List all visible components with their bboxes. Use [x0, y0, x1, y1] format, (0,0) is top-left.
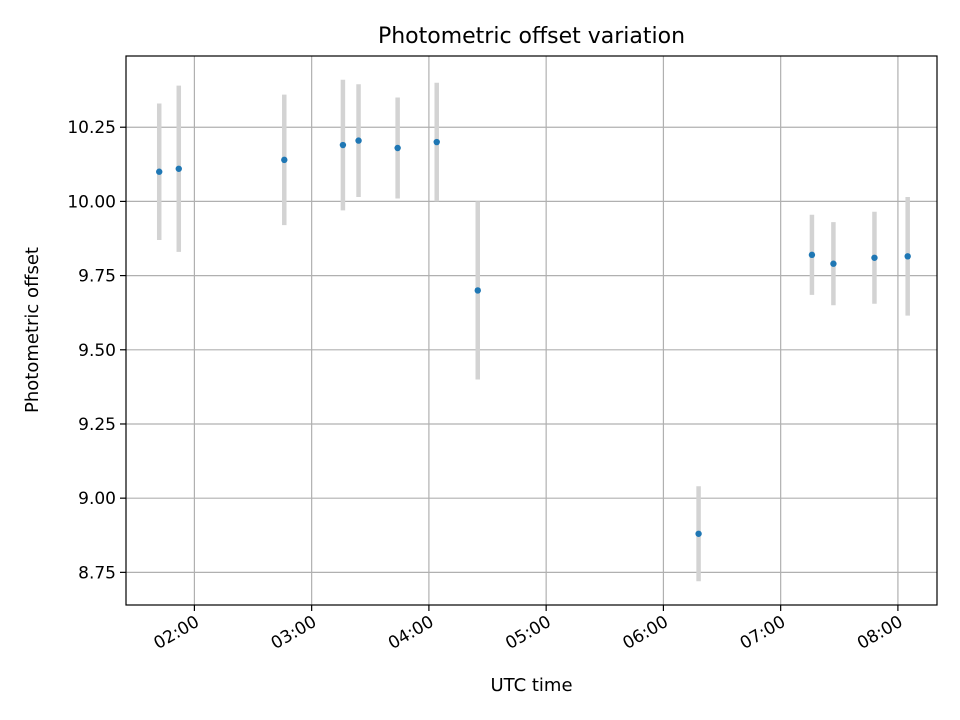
x-tick-label: 04:00 — [385, 612, 437, 654]
error-bars — [156, 79, 910, 582]
y-tick-label: 10.00 — [67, 192, 116, 212]
data-point — [433, 138, 440, 146]
data-point — [808, 251, 816, 259]
data-point — [830, 260, 837, 267]
data-point — [156, 168, 163, 175]
data-point — [281, 156, 288, 164]
x-axis-ticks: 02:00 03:00 04:00 05:00 06:00 07:00 08:00 — [150, 605, 906, 654]
x-tick-label: 03:00 — [268, 612, 320, 654]
y-tick-label: 9.25 — [78, 415, 116, 435]
data-point — [695, 530, 702, 537]
chart-title: Photometric offset variation — [378, 24, 685, 49]
y-tick-label: 9.00 — [78, 489, 116, 509]
x-tick-label: 08:00 — [854, 612, 906, 654]
data-point — [904, 253, 911, 260]
y-axis-label: Photometric offset — [22, 247, 43, 413]
y-tick-label: 9.75 — [78, 267, 116, 287]
plot-area-frame — [125, 55, 938, 606]
x-tick-label: 07:00 — [737, 612, 789, 654]
data-point — [871, 254, 878, 261]
data-point — [474, 287, 481, 294]
x-tick-label: 02:00 — [150, 612, 202, 654]
data-point — [339, 141, 347, 149]
data-points — [156, 137, 911, 537]
y-axis-ticks: 8.75 9.00 9.25 9.50 9.75 10.00 10.25 — [67, 118, 126, 583]
data-point — [175, 165, 182, 172]
y-tick-label: 10.25 — [67, 118, 116, 138]
grid — [126, 56, 937, 605]
y-tick-label: 9.50 — [78, 341, 116, 361]
data-point — [394, 144, 401, 152]
x-axis-label: UTC time — [490, 675, 572, 696]
x-tick-label: 05:00 — [502, 612, 554, 654]
y-tick-label: 8.75 — [78, 563, 116, 583]
data-point — [355, 137, 362, 144]
x-tick-label: 06:00 — [619, 612, 671, 654]
